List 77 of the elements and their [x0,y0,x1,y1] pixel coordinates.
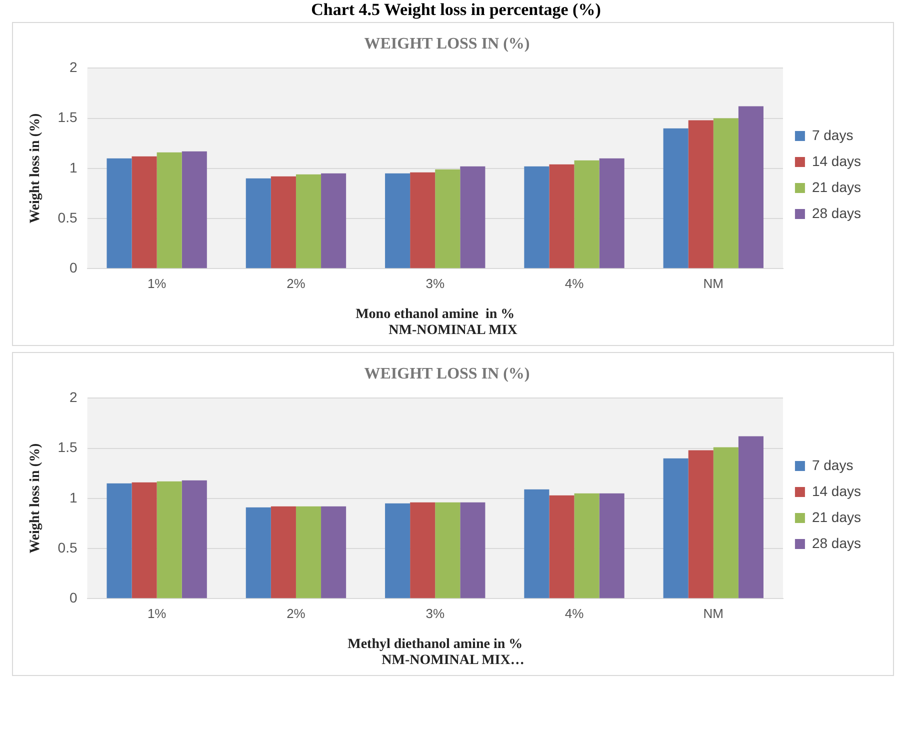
bar [246,178,271,268]
legend-label: 14 days [812,152,862,169]
bar [410,502,436,598]
bar [270,176,296,268]
x-tick-label: NM [703,276,724,291]
y-tick-label: 2 [69,59,78,76]
bar [296,174,322,268]
legend-label: 21 days [812,508,862,525]
bar [410,172,436,268]
bar [106,158,132,268]
legend-label: 7 days [812,126,854,143]
x-tick-label: 4% [564,276,584,291]
x-axis-title: Mono ethanol amine in % [356,307,515,322]
legend-label: 7 days [812,456,854,473]
bar [713,118,738,268]
bar [296,506,322,598]
bar [738,106,764,268]
bar [663,458,688,598]
y-tick-label: 1.5 [58,439,78,456]
bar [182,480,207,598]
bar [132,156,157,268]
bar [524,166,550,268]
y-tick-label: 0 [69,259,78,276]
bar [385,173,410,268]
caption: Chart 4.5 Weight loss in percentage (%) [310,0,602,20]
bar [524,489,550,598]
x-tick-label: 3% [426,606,445,621]
x-tick-label: NM [703,606,724,621]
y-tick-label: 1 [69,159,78,176]
y-axis-title: Weight loss in (%) [28,443,44,554]
bar [738,436,764,598]
bar [385,503,410,598]
x-tick-label: 1% [147,276,167,291]
legend-label: 14 days [812,482,862,499]
bar [435,502,460,598]
bar [460,502,486,598]
bar [106,483,132,598]
x-tick-label: 1% [147,606,167,621]
bar [132,482,157,598]
legend-label: 28 days [812,204,862,221]
text: NM-NOMINAL MIX… [380,653,526,669]
x-tick-label: 2% [286,276,306,291]
legend-label: 28 days [812,534,862,551]
bar [688,120,714,268]
legend-label: 21 days [812,178,862,195]
bar [435,169,460,268]
bar [270,506,296,598]
y-axis-title: Weight loss in (%) [28,113,44,224]
x-tick-label: 2% [286,606,306,621]
text: NM-NOMINAL MIX [388,323,518,339]
chart-title: WEIGHT LOSS IN (%) [364,36,530,53]
bar [460,166,486,268]
bar [549,164,574,268]
bar [599,158,624,268]
bar [688,450,714,598]
bar [156,152,182,268]
x-tick-label: 4% [564,606,584,621]
y-tick-label: 1 [69,489,78,506]
y-tick-label: 1.5 [58,109,78,126]
x-axis-title: Methyl diethanol amine in % [348,637,523,652]
bar [321,173,346,268]
bar [156,481,182,598]
y-tick-label: 0.5 [58,539,78,556]
y-tick-label: 2 [69,389,78,406]
bar [574,160,600,268]
bar [574,493,600,598]
bar [663,128,688,268]
bar [246,507,271,598]
bar [599,493,624,598]
bar [182,151,207,268]
y-tick-label: 0 [69,589,78,606]
bar [321,506,346,598]
chart-title: WEIGHT LOSS IN (%) [364,366,530,383]
bar [713,447,738,598]
bar [549,495,574,598]
y-tick-label: 0.5 [58,209,78,226]
x-tick-label: 3% [426,276,445,291]
